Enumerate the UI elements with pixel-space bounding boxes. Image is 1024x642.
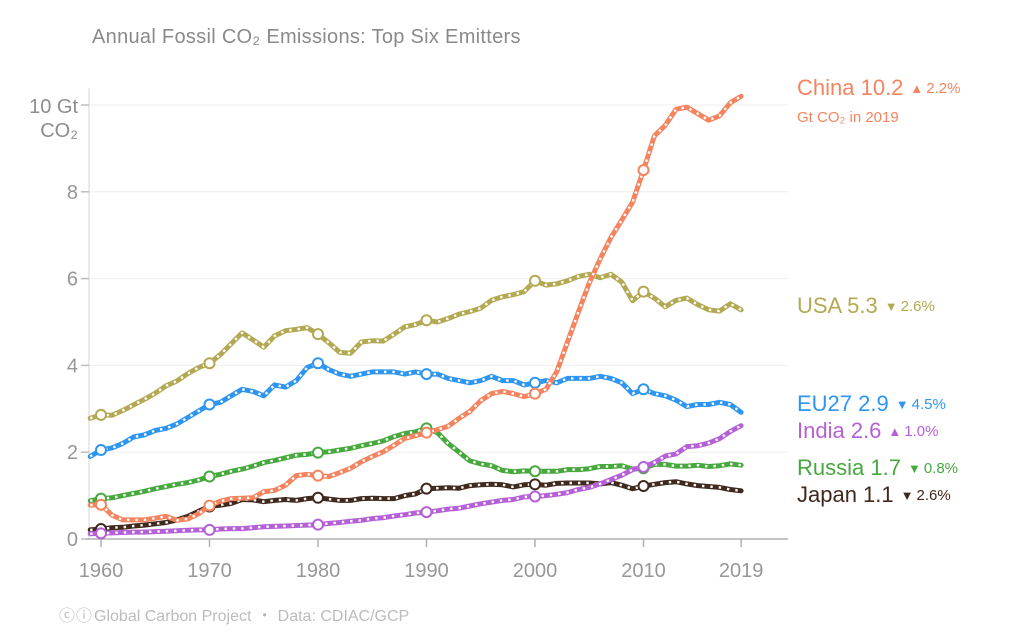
series-marker-eu27 <box>95 444 107 457</box>
license-icons: ⓒⓘ <box>59 608 94 625</box>
legend-item-india: India 2.6 ▲ 1.0% <box>797 418 939 443</box>
legend-item-russia: Russia 1.7 ▼ 0.8% <box>797 455 959 480</box>
trend-up-icon: ▲ <box>910 81 924 96</box>
footer-separator: • <box>262 608 267 622</box>
footer-credit: Global Carbon Project <box>94 608 252 625</box>
series-marker-japan <box>420 482 433 495</box>
legend-item-china: China 10.2 ▲ 2.2% Gt CO₂ in 2019 <box>797 75 961 127</box>
y-tick-label: 8 <box>67 182 78 204</box>
trend-down-icon: ▼ <box>907 461 921 476</box>
trend-down-icon: ▼ <box>895 397 909 412</box>
chart-title: Annual Fossil CO₂ Emissions: Top Six Emi… <box>92 26 521 48</box>
legend-label-usa: USA 5.3 <box>797 293 878 318</box>
series-marker-china <box>637 164 650 177</box>
x-tick-label: 1970 <box>187 560 232 582</box>
series-marker-india <box>420 506 433 519</box>
legend-item-eu27: EU27 2.9 ▼ 4.5% <box>797 391 946 416</box>
legend-pct-usa: 2.6% <box>900 298 935 315</box>
legend-pct-india: 1.0% <box>904 423 939 440</box>
series-marker-japan <box>529 478 541 491</box>
series-marker-china <box>420 426 433 439</box>
series-line-china <box>87 93 744 523</box>
x-tick-label: 2010 <box>621 560 666 582</box>
series-marker-china <box>95 498 107 511</box>
legend-label-india: India 2.6 <box>797 418 882 443</box>
legend-pct-russia: 0.8% <box>923 460 959 477</box>
series-marker-india <box>529 490 541 503</box>
series-marker-usa <box>203 357 216 370</box>
legend: China 10.2 ▲ 2.2% Gt CO₂ in 2019 USA 5.3 ▼ 2.6… <box>797 0 1024 642</box>
legend-item-japan: Japan 1.1 ▼ 2.6% <box>797 482 951 507</box>
legend-label-russia: Russia 1.7 <box>797 455 901 480</box>
y-tick-label: 0 <box>67 529 78 551</box>
legend-pct-china: 2.2% <box>926 80 961 97</box>
series-marker-russia <box>529 465 541 478</box>
series-marker-russia <box>203 470 216 483</box>
series-marker-usa <box>637 285 650 298</box>
legend-sub-china: Gt CO₂ in 2019 <box>797 109 899 127</box>
series-marker-china <box>312 469 324 482</box>
series-marker-usa <box>420 314 433 327</box>
legend-pct-eu27: 4.5% <box>911 396 946 413</box>
x-tick-label: 1980 <box>296 560 341 582</box>
series-dash-overlay-usa <box>89 273 742 420</box>
series-marker-usa <box>312 328 324 341</box>
trend-down-icon: ▼ <box>884 299 898 314</box>
trend-down-icon: ▼ <box>900 488 914 503</box>
series-marker-eu27 <box>637 383 650 396</box>
series-marker-russia <box>312 446 324 459</box>
trend-up-icon: ▲ <box>888 424 902 439</box>
series-marker-india <box>95 527 107 540</box>
y-tick-label: 2 <box>67 442 78 464</box>
x-tick-label: 1960 <box>79 560 124 582</box>
series-marker-eu27 <box>203 398 216 411</box>
series-marker-china <box>529 387 541 400</box>
legend-label-japan: Japan 1.1 <box>797 482 894 507</box>
y-tick-label: 4 <box>67 355 78 377</box>
series-line-eu27 <box>87 360 744 459</box>
series-marker-india <box>203 523 216 536</box>
series-marker-japan <box>312 491 324 504</box>
y-tick-label: 6 <box>67 269 78 291</box>
legend-item-usa: USA 5.3 ▼ 2.6% <box>797 293 935 318</box>
series-dash-overlay-china <box>90 95 742 522</box>
series-marker-eu27 <box>312 357 324 370</box>
y-axis-unit-label: CO₂ <box>40 120 78 142</box>
series-line-india <box>87 423 744 537</box>
legend-pct-japan: 2.6% <box>916 487 951 504</box>
series-marker-japan <box>637 480 650 493</box>
x-tick-label: 2000 <box>513 560 558 582</box>
series-marker-india <box>637 460 650 473</box>
series-dash-overlay-eu27 <box>89 362 742 458</box>
legend-label-china: China 10.2 <box>797 75 904 100</box>
series-marker-china <box>203 499 216 512</box>
y-axis-unit-label: 10 Gt <box>29 96 78 118</box>
series-marker-india <box>312 518 324 531</box>
x-tick-label: 1990 <box>404 560 449 582</box>
series-marker-usa <box>95 408 107 421</box>
footer-source: Data: CDIAC/GCP <box>277 608 410 625</box>
series-marker-eu27 <box>529 376 541 389</box>
legend-label-eu27: EU27 2.9 <box>797 391 889 416</box>
footer: ⓒⓘGlobal Carbon Project • Data: CDIAC/GCP <box>59 602 409 626</box>
series-marker-eu27 <box>420 368 433 381</box>
series-marker-usa <box>529 274 541 287</box>
x-tick-label: 2019 <box>719 560 764 582</box>
